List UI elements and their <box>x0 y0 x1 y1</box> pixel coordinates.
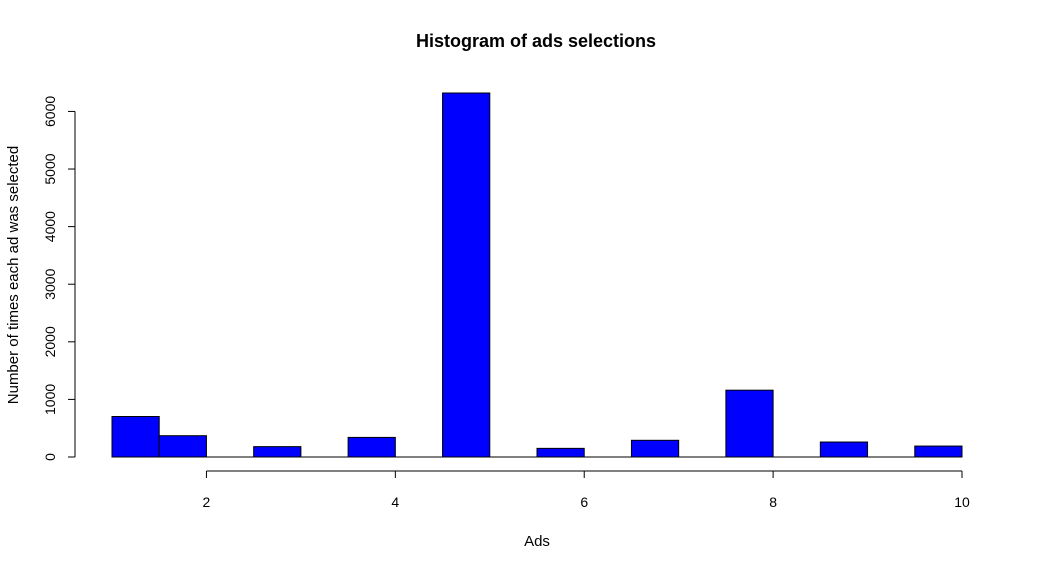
y-tick-label: 2000 <box>42 326 58 357</box>
y-axis-label: Number of times each ad was selected <box>5 146 22 404</box>
y-axis: 0 1000 2000 3000 4000 5000 6000 <box>42 96 76 461</box>
x-axis-label: Ads <box>524 533 550 550</box>
y-tick-label: 6000 <box>42 96 58 127</box>
x-tick-label: 6 <box>580 494 588 510</box>
y-tick-label: 1000 <box>42 384 58 415</box>
y-tick-label: 4000 <box>42 211 58 242</box>
histogram-bar <box>725 389 774 458</box>
histogram-bar <box>819 441 869 458</box>
histogram-bar <box>253 446 302 458</box>
histogram-bar <box>442 92 491 458</box>
y-tick-label: 0 <box>42 453 58 461</box>
chart-title: Histogram of ads selections <box>416 31 656 51</box>
histogram-bar <box>158 435 207 458</box>
histogram-bar <box>536 447 585 458</box>
histogram-bar <box>111 416 160 458</box>
histogram-bar <box>914 445 963 458</box>
x-tick-label: 2 <box>203 494 211 510</box>
x-tick-label: 4 <box>391 494 399 510</box>
histogram-bar <box>630 439 680 458</box>
x-tick-label: 8 <box>769 494 777 510</box>
x-tick-label: 10 <box>954 494 970 510</box>
y-tick-label: 3000 <box>42 268 58 299</box>
bars-group <box>111 92 963 458</box>
histogram-bar <box>347 436 396 458</box>
x-axis: 2 4 6 8 10 <box>203 470 970 510</box>
y-tick-label: 5000 <box>42 153 58 184</box>
